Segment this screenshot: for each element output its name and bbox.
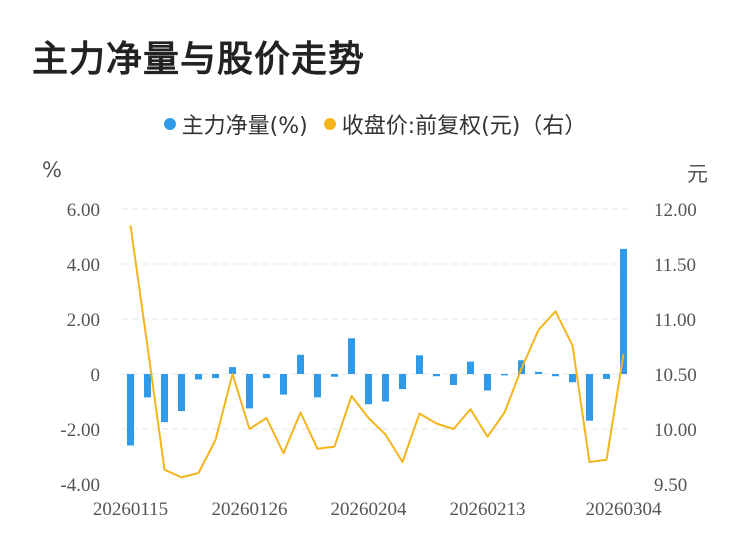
y-right-tick-label: 11.50: [654, 255, 696, 276]
x-tick-label: 20260115: [93, 499, 168, 520]
grid-lines: [122, 208, 632, 430]
net-bar: [246, 374, 253, 409]
y-left-tick-label: 4.00: [67, 255, 100, 276]
y-left-tick-label: 2.00: [67, 310, 100, 331]
x-tick-label: 20260204: [331, 499, 408, 520]
net-bar: [331, 374, 338, 377]
net-bar: [365, 374, 372, 405]
y-left-tick-label: 0: [91, 365, 101, 386]
legend-item-price[interactable]: 收盘价:前复权(元)（右）: [323, 108, 587, 140]
net-bar: [552, 374, 559, 377]
net-bar: [603, 374, 610, 379]
net-bar: [535, 371, 542, 374]
y-right-tick-label: 10.50: [654, 365, 697, 386]
net-bar: [314, 374, 321, 398]
net-bar: [178, 374, 185, 412]
price-line: [129, 225, 625, 479]
legend-dot-net-icon: [163, 118, 176, 130]
y-right-tick-label: 10.00: [654, 420, 697, 441]
net-bar: [348, 338, 355, 374]
y-right-tick-label: 11.00: [654, 310, 696, 331]
chart-title: 主力净量与股价走势: [32, 39, 366, 80]
net-bar: [263, 374, 270, 379]
net-bar: [586, 374, 593, 421]
net-bar: [501, 374, 508, 376]
net-bar: [416, 355, 423, 374]
net-bar: [127, 374, 134, 446]
net-bar: [161, 374, 168, 423]
net-bar: [195, 374, 202, 380]
x-tick-label: 20260304: [586, 499, 663, 520]
y-left-tick-label: -4.00: [60, 475, 100, 496]
net-bar: [433, 374, 440, 377]
y-left-tick-label: -2.00: [60, 420, 100, 441]
line-series: [129, 225, 625, 479]
legend-dot-price-icon: [323, 118, 336, 130]
net-bar: [144, 374, 151, 398]
x-tick-label: 20260213: [450, 499, 526, 520]
y-left-tick-label: 6.00: [67, 200, 100, 221]
legend-label-net: 主力净量(%): [181, 114, 308, 139]
left-axis-unit: %: [42, 158, 62, 182]
net-bar: [484, 374, 491, 391]
net-bar: [229, 367, 236, 374]
bar-series: [127, 248, 627, 446]
net-bar: [620, 248, 627, 374]
x-tick-label: 20260126: [212, 499, 288, 520]
net-bar: [450, 374, 457, 385]
net-bar: [399, 374, 406, 390]
net-bar: [382, 374, 389, 402]
net-bar: [212, 374, 219, 379]
y-right-tick-label: 12.00: [654, 200, 697, 221]
chart-legend: 主力净量(%) 收盘价:前复权(元)（右）: [0, 108, 750, 140]
net-bar: [280, 374, 287, 395]
legend-item-net[interactable]: 主力净量(%): [163, 108, 308, 140]
y-right-tick-label: 9.50: [654, 475, 687, 496]
net-bar: [297, 354, 304, 374]
net-bar: [467, 361, 474, 374]
legend-label-price: 收盘价:前复权(元)（右）: [341, 114, 587, 139]
axis-ticks: 6.00 12.00 4.00 11.50 2.00 11.00 0 10.50 -2.00 10…: [60, 200, 696, 520]
net-bar: [569, 374, 576, 383]
right-axis-unit: 元: [687, 162, 708, 186]
